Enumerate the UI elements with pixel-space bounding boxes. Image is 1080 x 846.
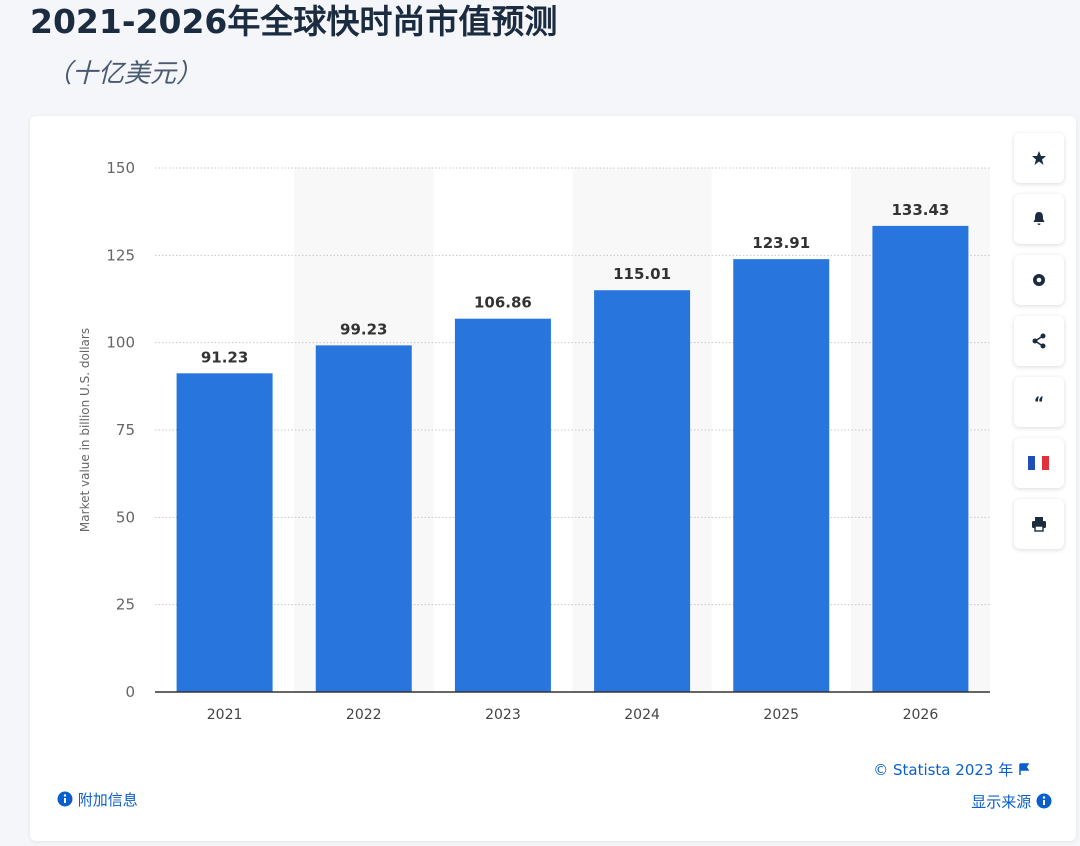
language-button[interactable] bbox=[1014, 438, 1064, 488]
value-label: 91.23 bbox=[201, 348, 248, 366]
y-tick-label: 75 bbox=[116, 421, 135, 439]
source-text[interactable]: © Statista 2023 年 bbox=[873, 761, 1014, 779]
source-credit[interactable]: © Statista 2023 年 bbox=[873, 760, 1030, 780]
chart: 0 25 50 75 100 125 150 Market value in billion … bbox=[78, 159, 990, 723]
show-source-text[interactable]: 显示来源 bbox=[971, 793, 1032, 811]
bar bbox=[176, 373, 273, 692]
share-button[interactable] bbox=[1014, 316, 1064, 366]
chart-card: 0 25 50 75 100 125 150 Market value in billion … bbox=[30, 116, 1076, 841]
value-label: 106.86 bbox=[474, 294, 532, 312]
settings-button[interactable] bbox=[1014, 255, 1064, 305]
y-tick-label: 150 bbox=[106, 159, 135, 177]
x-tick-label: 2026 bbox=[903, 707, 939, 723]
x-tick-label: 2022 bbox=[346, 707, 382, 723]
y-tick-label: 25 bbox=[116, 596, 135, 614]
bar bbox=[315, 345, 412, 692]
x-tick-label: 2025 bbox=[763, 707, 799, 723]
y-tick-label: 125 bbox=[106, 246, 135, 264]
cite-button[interactable]: “ bbox=[1014, 377, 1064, 427]
bar bbox=[594, 290, 691, 692]
title: 2021-2026年全球快时尚市值预测 bbox=[30, 2, 558, 41]
x-tick-label: 2024 bbox=[624, 707, 660, 723]
svg-text:“: “ bbox=[1034, 394, 1045, 410]
bar bbox=[872, 225, 969, 693]
value-label: 133.43 bbox=[891, 201, 949, 219]
subtitle: （十亿美元） bbox=[46, 59, 203, 89]
y-tick-label: 100 bbox=[106, 334, 135, 352]
y-tick-label: 50 bbox=[116, 508, 135, 526]
value-label: 123.91 bbox=[752, 234, 810, 252]
bar bbox=[454, 318, 551, 692]
print-button[interactable] bbox=[1014, 499, 1064, 549]
x-tick-label: 2021 bbox=[207, 707, 243, 723]
additional-info[interactable]: 附加信息 bbox=[57, 790, 138, 810]
y-tick-label: 0 bbox=[125, 683, 135, 701]
value-label: 115.01 bbox=[613, 265, 671, 283]
favorite-button[interactable] bbox=[1014, 133, 1064, 183]
y-axis-label: Market value in billion U.S. dollars bbox=[78, 328, 92, 532]
bar bbox=[733, 259, 830, 692]
value-label: 99.23 bbox=[340, 320, 387, 338]
alert-button[interactable] bbox=[1014, 194, 1064, 244]
show-source[interactable]: 显示来源 bbox=[971, 792, 1052, 812]
x-tick-label: 2023 bbox=[485, 707, 521, 723]
additional-info-text[interactable]: 附加信息 bbox=[77, 791, 138, 809]
